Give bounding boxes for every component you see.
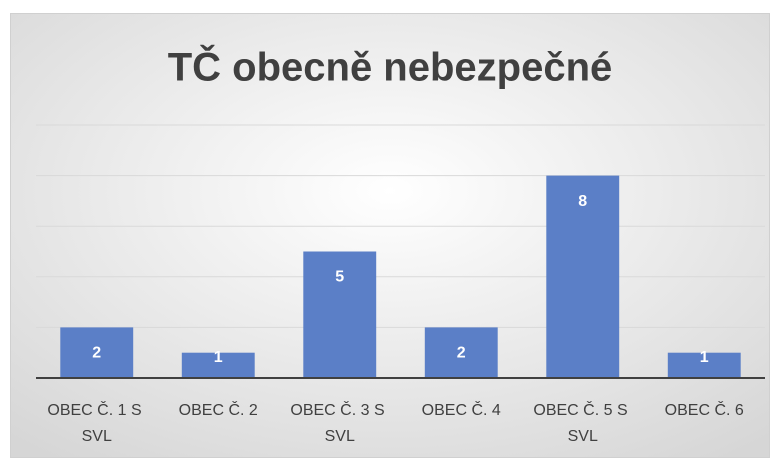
data-label: 1 [214,349,223,366]
bar [181,352,255,378]
bar [303,251,377,378]
chart-frame [10,13,770,458]
bar [424,327,498,378]
x-tick-label: OBEC Č. 5 S SVL [533,400,632,445]
bar [667,352,741,378]
x-tick-label: OBEC Č. 3 S SVL [290,400,389,445]
bar [546,175,620,378]
x-tick-label: OBEC Č. 1 S SVL [47,400,146,445]
data-label: 8 [578,193,587,210]
x-tick-label: OBEC Č. 4 [422,400,501,419]
data-label: 2 [457,345,466,362]
x-tick-label: OBEC Č. 6 [665,400,744,419]
data-label: 1 [700,349,709,366]
bar [60,327,134,378]
chart-title: TČ obecně nebezpečné [168,44,613,90]
x-tick-label: OBEC Č. 2 [179,400,258,419]
data-label: 5 [335,269,344,286]
data-label: 2 [92,345,101,362]
